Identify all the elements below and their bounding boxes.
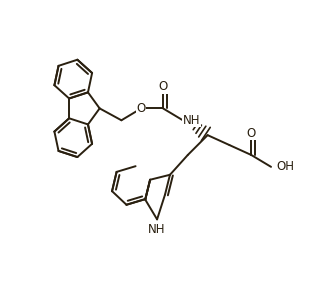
Text: O: O — [247, 127, 256, 140]
Text: O: O — [137, 102, 146, 115]
Text: NH: NH — [148, 223, 166, 236]
Text: NH: NH — [183, 114, 200, 127]
Text: O: O — [159, 80, 168, 93]
Text: OH: OH — [276, 160, 294, 173]
